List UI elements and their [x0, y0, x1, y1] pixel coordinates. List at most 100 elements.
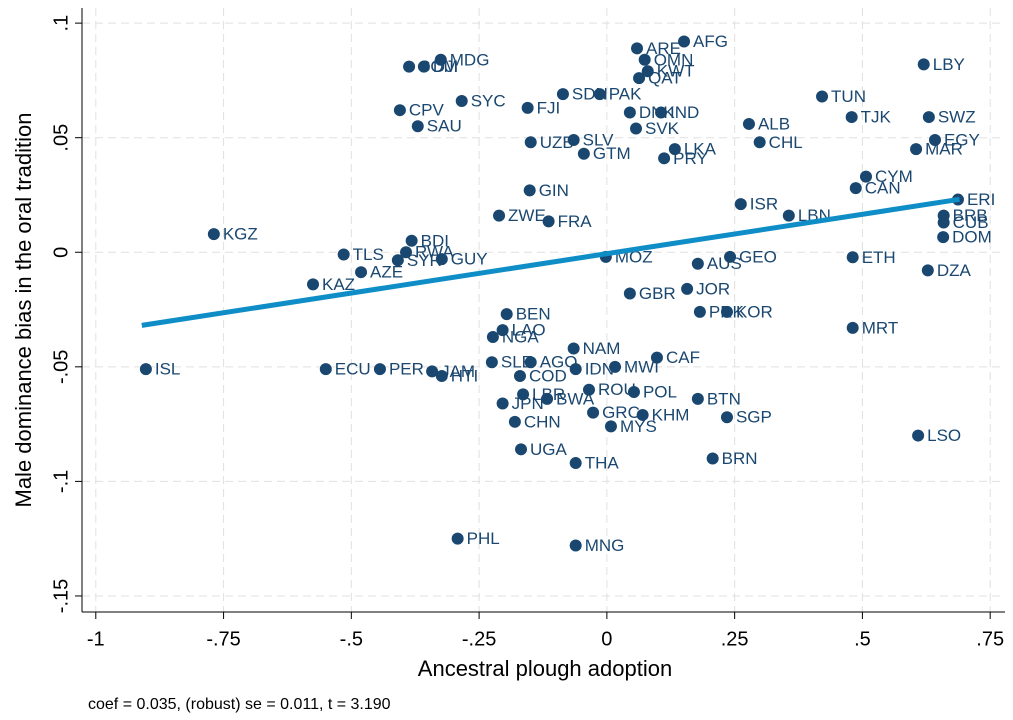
point	[493, 209, 506, 222]
point	[691, 257, 704, 270]
point-label: TUN	[831, 87, 866, 106]
point	[393, 104, 406, 117]
point	[593, 88, 606, 101]
point-label: SVK	[645, 119, 680, 138]
point-label: CAF	[666, 348, 700, 367]
point	[515, 443, 528, 456]
point-label: IDN	[585, 360, 614, 379]
point-label: SAU	[427, 117, 462, 136]
point	[207, 228, 220, 241]
point-label: ECU	[335, 360, 371, 379]
x-tick-label: .5	[854, 628, 871, 650]
point	[678, 35, 691, 48]
note: coef = 0.035, (robust) se = 0.011, t = 3…	[88, 696, 391, 713]
point-label: ALB	[758, 114, 790, 133]
point-label: DZA	[937, 261, 972, 280]
point	[513, 369, 526, 382]
point-label: THA	[585, 454, 620, 473]
point	[753, 136, 766, 149]
point-label: COM	[418, 57, 458, 76]
point-label: MRT	[862, 318, 899, 337]
point-label: SGP	[736, 408, 772, 427]
point-label: GTM	[593, 144, 631, 163]
point-label: ARE	[646, 39, 681, 58]
point-label: KWT	[657, 62, 695, 81]
y-tick-label: 0	[50, 247, 72, 258]
point	[307, 278, 320, 291]
point	[373, 363, 386, 376]
point-label: IND	[670, 103, 699, 122]
point	[724, 250, 737, 263]
point-label: BRN	[722, 449, 758, 468]
point	[681, 282, 694, 295]
point-label: GIN	[539, 181, 569, 200]
point	[400, 246, 413, 259]
y-tick-label: .05	[50, 124, 72, 152]
point-label: CAN	[865, 179, 901, 198]
point-label: CPV	[409, 101, 445, 120]
point-label: LBY	[933, 55, 965, 74]
point	[524, 136, 537, 149]
y-tick-label: .1	[50, 15, 72, 32]
point-label: GUY	[451, 250, 488, 269]
point-label: CYM	[875, 167, 913, 186]
point	[577, 147, 590, 160]
point	[426, 365, 439, 378]
point	[849, 182, 862, 195]
x-tick-label: -.5	[340, 628, 363, 650]
y-tick-label: -.1	[50, 470, 72, 493]
point-label: LKA	[684, 140, 717, 159]
point	[405, 234, 418, 247]
point	[845, 111, 858, 124]
point-label: OMN	[654, 50, 694, 69]
point-label: COD	[529, 366, 567, 385]
y-tick-label: -.05	[50, 350, 72, 384]
point	[633, 72, 646, 85]
point-label: CHL	[769, 133, 803, 152]
point	[641, 65, 654, 78]
point	[569, 539, 582, 552]
point-label: KOR	[736, 302, 773, 321]
point-label: BDI	[421, 231, 449, 250]
point-label: PRY	[673, 149, 708, 168]
point-label: UGA	[530, 440, 568, 459]
point-label: MYS	[620, 417, 657, 436]
point-label: AGO	[540, 353, 578, 372]
point-label: SLV	[583, 130, 615, 149]
point	[455, 95, 468, 108]
point	[434, 53, 447, 66]
point-label: ZWE	[508, 206, 546, 225]
point	[435, 369, 448, 382]
point	[846, 251, 859, 264]
point-label: SYC	[471, 92, 506, 111]
x-tick-label: .25	[721, 628, 749, 650]
point-label: LAO	[512, 321, 546, 340]
point-label: AFG	[693, 32, 728, 51]
point-label: ISL	[155, 360, 181, 379]
point	[668, 143, 681, 156]
point-label: EGY	[944, 130, 980, 149]
point	[693, 305, 706, 318]
point-label: ROU	[598, 380, 636, 399]
point-label: MNG	[585, 536, 625, 555]
point-label: NAM	[583, 339, 621, 358]
point	[627, 386, 640, 399]
point	[417, 60, 430, 73]
point	[742, 117, 755, 130]
point-label: GEO	[739, 247, 777, 266]
point	[542, 215, 555, 228]
point-label: QAT	[648, 69, 682, 88]
x-tick-label: -.25	[462, 628, 496, 650]
point	[658, 152, 671, 165]
point	[587, 406, 600, 419]
point	[523, 184, 536, 197]
point	[782, 209, 795, 222]
point-label: TLS	[353, 245, 384, 264]
point	[928, 133, 941, 146]
x-tick-label: -1	[87, 628, 105, 650]
point-label: KHM	[652, 405, 690, 424]
point	[655, 106, 668, 119]
point-label: NGA	[502, 328, 540, 347]
point	[139, 363, 152, 376]
y-tick-label: -.15	[50, 579, 72, 613]
